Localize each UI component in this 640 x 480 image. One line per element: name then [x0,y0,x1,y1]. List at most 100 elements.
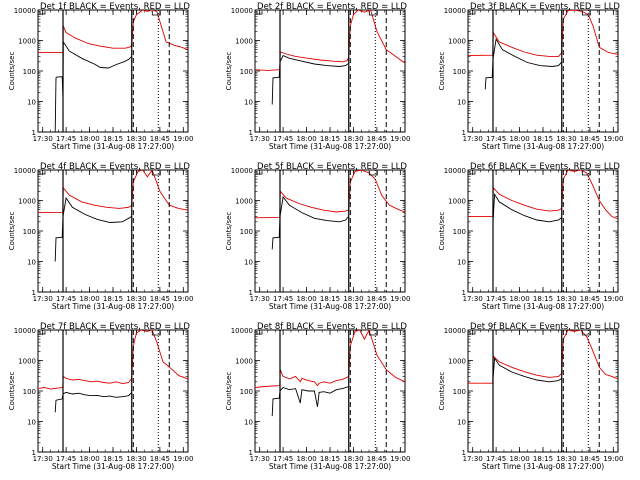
x-tick-label: 18:00 [509,455,529,463]
y-tick-label: 10000 [231,7,253,15]
y-tick-label: 100 [23,228,36,236]
detector-plot-4: Det 4f BLACK = Events, RED = LLD 1 10 100 10… [8,162,193,311]
x-axis-label: Start Time (31-Aug-08 17:27:00) [269,462,391,471]
x-tick-label: 18:00 [79,455,99,463]
y-tick-label: 100 [240,388,253,396]
y-tick-label: 100 [453,68,466,76]
x-axis-label: Start Time (31-Aug-08 17:27:00) [269,142,391,151]
y-tick-label: 1 [249,449,253,457]
x-tick-label: 17:45 [486,295,506,303]
y-tick-label: 1 [462,449,466,457]
detector-plot-8: Det 8f BLACK = Events, RED = LLD 1 10 100 10… [225,322,410,471]
y-tick-label: 1000 [18,198,36,206]
events-series-line [492,356,563,383]
x-tick-label: 18:15 [103,295,123,303]
x-tick-label: 17:45 [273,295,293,303]
flag-bracket [151,331,161,336]
x-axis-label: Start Time (31-Aug-08 17:27:00) [482,462,604,471]
plot-title: Det 5f BLACK = Events, RED = LLD [257,162,407,172]
detector-plot-6: Det 6f BLACK = Events, RED = LLD 1 10 100 10… [438,162,623,311]
x-tick-label: 17:30 [463,135,483,143]
plot-frame [467,169,619,293]
x-tick-label: 18:00 [79,135,99,143]
y-tick-label: 1000 [235,358,253,366]
y-tick-label: 10000 [14,7,36,15]
lld-series-line [468,10,618,57]
x-tick-label: 17:45 [486,135,506,143]
x-tick-label: 18:30 [343,135,363,143]
y-tick-label: 10 [457,259,466,267]
x-tick-label: 18:30 [343,455,363,463]
y-tick-label: 10000 [14,327,36,335]
detector-plot-2: Det 2f BLACK = Events, RED = LLD 1 10 100 10… [225,2,410,151]
x-tick-label: 18:15 [320,295,340,303]
x-tick-label: 17:45 [56,135,76,143]
x-tick-label: 18:00 [296,295,316,303]
y-tick-label: 100 [453,228,466,236]
flag-bracket [469,11,476,15]
flag-bracket [39,11,46,15]
events-series-line [271,386,349,417]
flag-bracket [39,331,46,335]
x-tick-label: 17:30 [33,135,53,143]
x-tick-label: 19:00 [390,295,410,303]
y-tick-label: 1 [462,129,466,137]
y-tick-label: 100 [240,228,253,236]
y-tick-label: 100 [23,388,36,396]
x-tick-label: 18:45 [367,295,387,303]
flag-bracket [469,331,476,335]
plot-title: Det 6f BLACK = Events, RED = LLD [470,162,620,172]
x-tick-label: 17:45 [56,455,76,463]
x-tick-label: 18:00 [509,295,529,303]
events-series-line [54,196,133,262]
events-series-line [492,192,563,223]
y-tick-label: 1 [32,289,36,297]
x-tick-label: 19:00 [603,135,623,143]
plot-title: Det 3f BLACK = Events, RED = LLD [470,2,620,12]
y-axis-label: Counts/sec [8,212,16,251]
x-tick-label: 18:45 [367,455,387,463]
plot-title: Det 7f BLACK = Events, RED = LLD [40,322,190,332]
x-axis-label: Start Time (31-Aug-08 17:27:00) [52,142,174,151]
lld-series-line [255,330,405,388]
x-tick-label: 19:00 [603,295,623,303]
x-tick-label: 18:30 [556,455,576,463]
plot-frame [254,169,406,293]
x-tick-label: 17:30 [463,455,483,463]
x-tick-label: 17:30 [250,295,270,303]
y-tick-label: 1 [32,449,36,457]
y-tick-label: 100 [453,388,466,396]
x-tick-label: 18:45 [150,455,170,463]
flag-bracket [469,171,476,175]
plot-frame [467,9,619,133]
detector-plot-7: Det 7f BLACK = Events, RED = LLD 1 10 100 10… [8,322,193,471]
lld-series-line [468,170,618,220]
y-axis-label: Counts/sec [438,212,446,251]
y-axis-label: Counts/sec [8,372,16,411]
x-tick-label: 18:45 [580,295,600,303]
plot-title: Det 4f BLACK = Events, RED = LLD [40,162,190,172]
y-axis-label: Counts/sec [8,52,16,91]
x-tick-label: 18:00 [509,135,529,143]
y-tick-label: 1000 [18,38,36,46]
x-tick-label: 18:30 [126,455,146,463]
x-tick-label: 18:15 [533,295,553,303]
plot-frame [254,329,406,453]
lld-series-line [255,170,405,219]
detector-plot-9: Det 9f BLACK = Events, RED = LLD 1 10 100 10… [438,322,623,471]
y-tick-label: 10000 [231,327,253,335]
flag-bracket [39,171,46,175]
x-tick-label: 18:15 [320,455,340,463]
flag-bracket [368,11,378,16]
plot-frame [37,9,189,133]
x-axis-label: Start Time (31-Aug-08 17:27:00) [482,302,604,311]
y-tick-label: 1000 [448,38,466,46]
y-tick-label: 100 [23,68,36,76]
y-axis-label: Counts/sec [225,212,233,251]
y-axis-label: Counts/sec [438,52,446,91]
x-axis-label: Start Time (31-Aug-08 17:27:00) [482,142,604,151]
x-tick-label: 17:30 [463,295,483,303]
y-axis-label: Counts/sec [225,372,233,411]
